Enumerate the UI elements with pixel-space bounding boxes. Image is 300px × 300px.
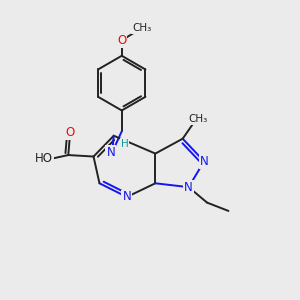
Text: H: H	[121, 139, 129, 149]
Text: HO: HO	[34, 152, 52, 165]
Text: CH₃: CH₃	[188, 114, 207, 124]
Text: N: N	[106, 146, 115, 159]
Text: O: O	[65, 126, 74, 139]
Text: O: O	[117, 34, 126, 47]
Text: CH₃: CH₃	[132, 23, 151, 33]
Text: N: N	[122, 190, 131, 203]
Text: N: N	[200, 155, 208, 168]
Text: N: N	[184, 181, 193, 194]
